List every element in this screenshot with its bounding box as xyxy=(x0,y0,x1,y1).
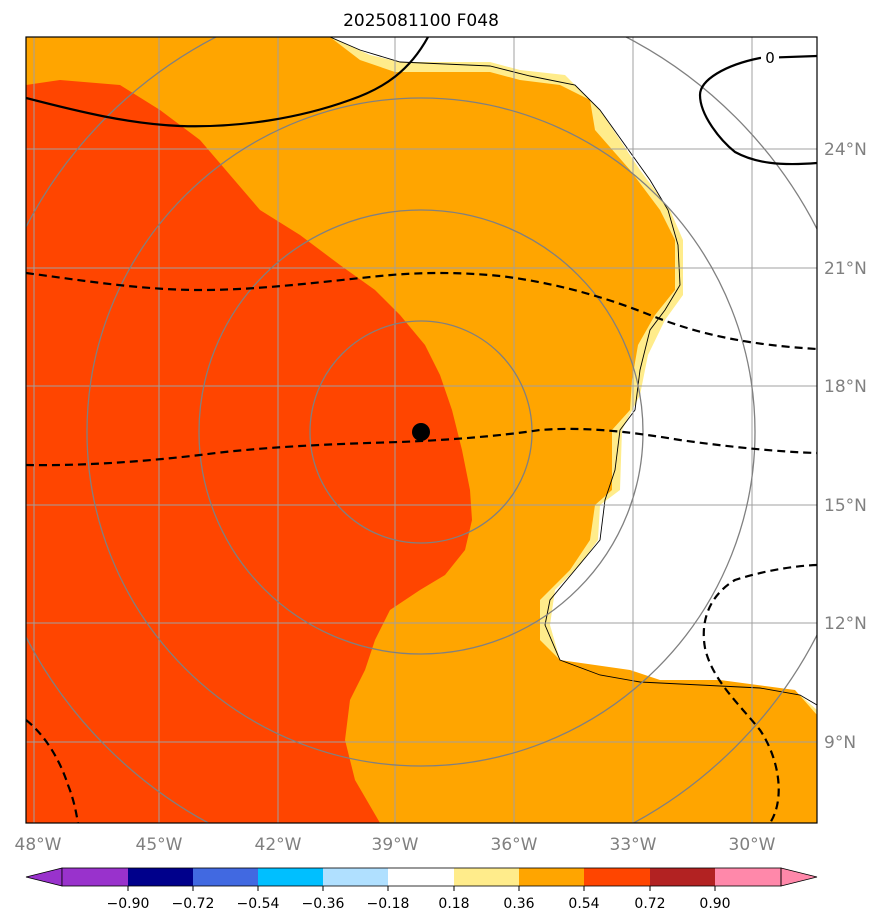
contour-dashed-north xyxy=(26,271,817,351)
map-panel: 0 xyxy=(26,37,817,823)
lon-label-36w: 36°W xyxy=(491,835,538,855)
map-title: 2025081100 F048 xyxy=(343,11,499,31)
colorbar-label: −0.90 xyxy=(107,896,150,912)
map-frame xyxy=(25,36,818,824)
lon-label-45w: 45°W xyxy=(136,835,183,855)
colorbar-segment-7 xyxy=(454,868,519,886)
colorbar-ticks xyxy=(127,886,716,891)
colorbar-segment-11 xyxy=(715,868,781,886)
colorbar-segment-9 xyxy=(584,868,650,886)
colorbar-label: 0.54 xyxy=(568,896,599,912)
fill-0.54-0.72 xyxy=(26,80,472,823)
storm-center-marker xyxy=(412,423,430,441)
lat-label-24n: 24°N xyxy=(824,140,867,160)
colorbar-label: −0.18 xyxy=(367,896,410,912)
colorbar-label: 0.90 xyxy=(699,896,730,912)
colorbar-segment-6 xyxy=(388,868,454,886)
colorbar-label: 0.36 xyxy=(503,896,534,912)
range-ring-3 xyxy=(86,97,756,767)
colorbar-segment-5 xyxy=(323,868,388,886)
lat-label-21n: 21°N xyxy=(824,259,867,279)
colorbar-extend-low xyxy=(25,867,63,887)
dashed-contours xyxy=(26,271,817,823)
colorbar-extend-high xyxy=(780,867,818,887)
colorbar-label: −0.54 xyxy=(237,896,280,912)
colorbar-segment-8 xyxy=(519,868,584,886)
lon-label-39w: 39°W xyxy=(372,835,419,855)
contour-solid-northwest xyxy=(26,37,429,128)
contour-dashed-southeast xyxy=(702,563,817,823)
range-ring-2 xyxy=(198,209,644,655)
colorbar-label: −0.36 xyxy=(302,896,345,912)
colorbar: −0.90 −0.72 −0.54 −0.36 −0.18 0.18 0.36 … xyxy=(25,867,818,912)
solid-contours xyxy=(26,37,817,166)
contour-solid-northeast xyxy=(698,54,817,166)
coast-line xyxy=(329,37,817,706)
contour-dashed-southwest xyxy=(26,719,80,823)
colorbar-segment-1 xyxy=(62,868,128,886)
colorbar-segment-10 xyxy=(650,868,715,886)
latitude-labels: 24°N 21°N 18°N 15°N 12°N 9°N xyxy=(824,140,867,753)
colorbar-segment-4 xyxy=(258,868,323,886)
colorbar-label: 0.18 xyxy=(438,896,469,912)
colorbar-segment-2 xyxy=(128,868,193,886)
contour-dashed-middle xyxy=(26,427,817,467)
contour-label-bg xyxy=(761,48,779,66)
contour-label-zero: 0 xyxy=(765,49,775,67)
lat-label-18n: 18°N xyxy=(824,377,867,397)
lon-label-42w: 42°W xyxy=(255,835,302,855)
colorbar-label: 0.72 xyxy=(634,896,665,912)
lat-label-15n: 15°N xyxy=(824,496,867,516)
colorbar-segment-3 xyxy=(193,868,258,886)
lon-label-30w: 30°W xyxy=(729,835,776,855)
lat-label-12n: 12°N xyxy=(824,614,867,634)
colorbar-label: −0.72 xyxy=(172,896,215,912)
lat-label-9n: 9°N xyxy=(824,733,856,753)
lon-label-33w: 33°W xyxy=(610,835,657,855)
longitude-labels: 48°W 45°W 42°W 39°W 36°W 33°W 30°W xyxy=(15,835,776,855)
graticule xyxy=(26,37,817,823)
lon-label-48w: 48°W xyxy=(15,835,62,855)
colorbar-frame xyxy=(61,867,782,887)
